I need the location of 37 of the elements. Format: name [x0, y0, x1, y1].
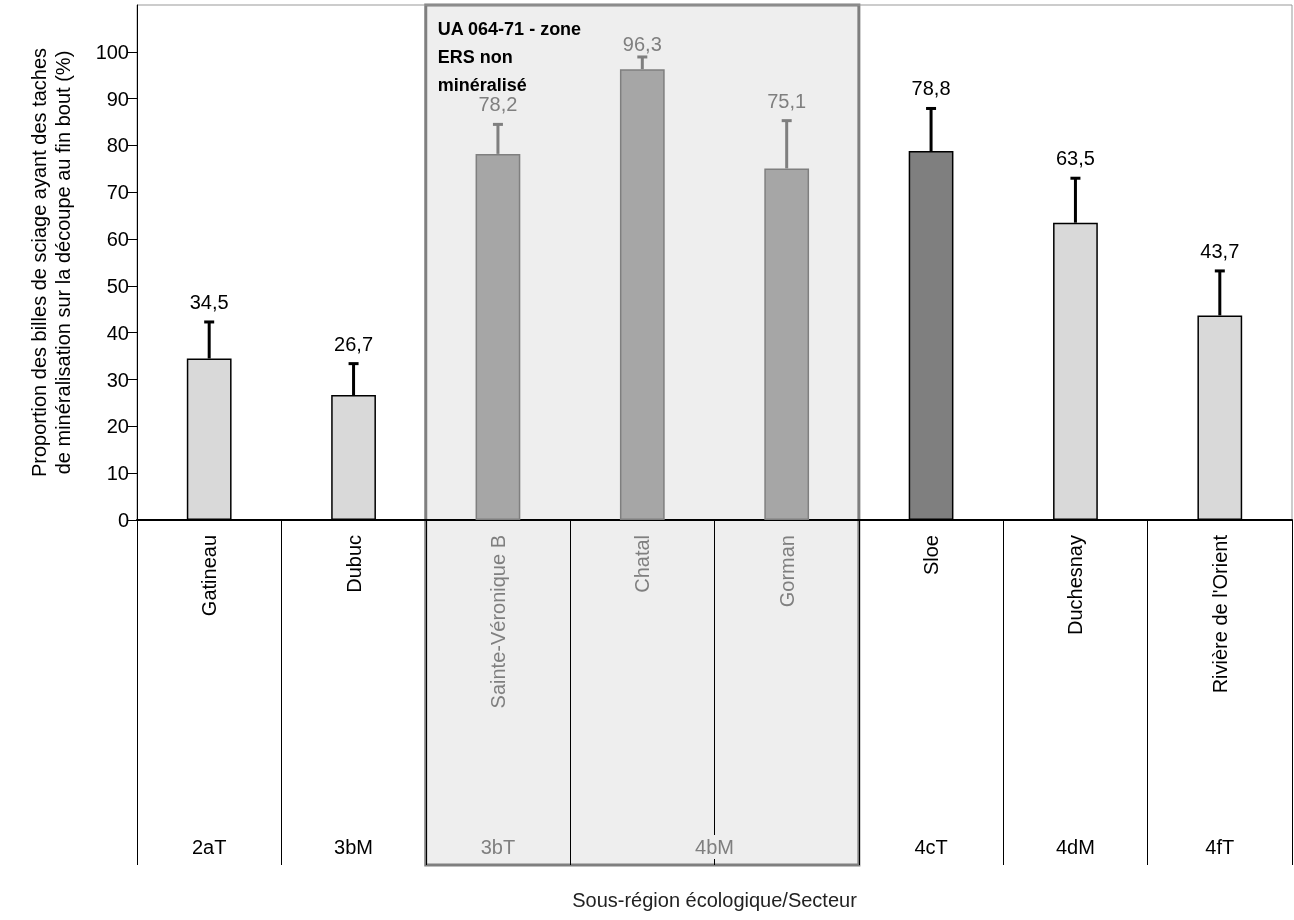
text: 4fT	[1205, 836, 1235, 858]
data-label: 78,2	[478, 93, 518, 116]
x-tick-label: Gorman	[775, 535, 798, 608]
y-tick-label: 70	[106, 181, 129, 204]
y-tick-label: 10	[106, 462, 129, 485]
data-label: 63,5	[1055, 147, 1095, 170]
text: 2aT	[191, 836, 227, 858]
y-tick-label: 50	[106, 274, 129, 297]
x-tick-label: Sloe	[920, 535, 943, 576]
y-tick-label: 90	[106, 87, 129, 110]
x-tick-label: Chatal	[631, 535, 654, 593]
y-tick-label: 60	[106, 228, 129, 251]
x-tick-label: Duchesnay	[1064, 535, 1087, 636]
y-tick-label: 0	[117, 509, 129, 531]
y-tick-label: 40	[106, 321, 129, 344]
data-label: 34,5	[189, 290, 229, 313]
band-label: UA 064-71 - zone ERS non minéralisé	[437, 19, 587, 95]
text: 4bM	[695, 836, 734, 858]
y-tick-label: 20	[106, 415, 129, 438]
data-label: 75,1	[767, 89, 807, 112]
x-tick-label: Dubuc	[342, 535, 365, 593]
x-tick-label: Gatineau	[198, 535, 221, 617]
data-label: 78,8	[911, 77, 951, 100]
y-axis-title: Proportion des billes de sciage ayant des taches de minéralisation sur la découpe au fin bout (%)	[28, 47, 74, 478]
data-label: 26,7	[334, 332, 374, 355]
text: Sous-région écologique/Secteur	[572, 889, 858, 911]
data-label: 43,7	[1200, 239, 1240, 262]
text: 4cT	[914, 836, 948, 858]
text: 3bT	[480, 836, 516, 858]
text: 3bM	[334, 836, 374, 858]
text: 4dM	[1055, 836, 1095, 858]
y-tick-label: 30	[106, 368, 129, 391]
y-tick-label: 80	[106, 134, 129, 157]
x-tick-label: Rivière de l'Orient	[1208, 534, 1231, 694]
x-tick-label: Sainte-Véronique B	[486, 535, 509, 709]
data-label: 96,3	[622, 32, 662, 55]
y-tick-label: 100	[95, 40, 129, 63]
